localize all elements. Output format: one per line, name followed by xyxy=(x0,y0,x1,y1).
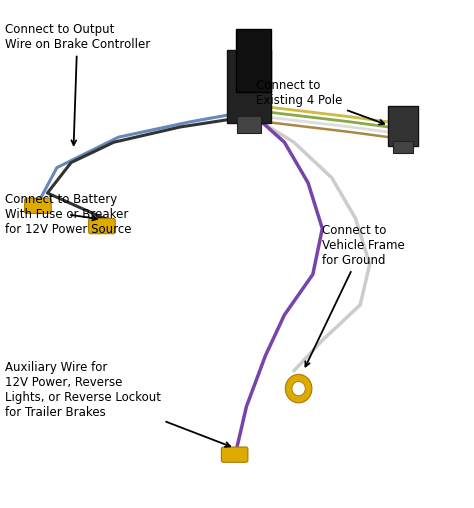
FancyBboxPatch shape xyxy=(89,218,115,234)
FancyBboxPatch shape xyxy=(393,141,413,153)
FancyBboxPatch shape xyxy=(227,50,271,123)
Circle shape xyxy=(285,374,312,403)
FancyBboxPatch shape xyxy=(236,29,271,92)
FancyBboxPatch shape xyxy=(237,116,261,133)
FancyBboxPatch shape xyxy=(221,447,248,462)
Text: Connect to Battery
With Fuse or Breaker
for 12V Power Source: Connect to Battery With Fuse or Breaker … xyxy=(5,193,131,236)
FancyBboxPatch shape xyxy=(25,198,51,213)
Circle shape xyxy=(292,382,305,396)
Text: Connect to
Existing 4 Pole: Connect to Existing 4 Pole xyxy=(256,79,384,124)
Text: Connect to
Vehicle Frame
for Ground: Connect to Vehicle Frame for Ground xyxy=(305,224,405,366)
Text: Connect to Output
Wire on Brake Controller: Connect to Output Wire on Brake Controll… xyxy=(5,23,150,145)
FancyBboxPatch shape xyxy=(388,106,418,146)
Text: Auxiliary Wire for
12V Power, Reverse
Lights, or Reverse Lockout
for Trailer Bra: Auxiliary Wire for 12V Power, Reverse Li… xyxy=(5,361,230,447)
